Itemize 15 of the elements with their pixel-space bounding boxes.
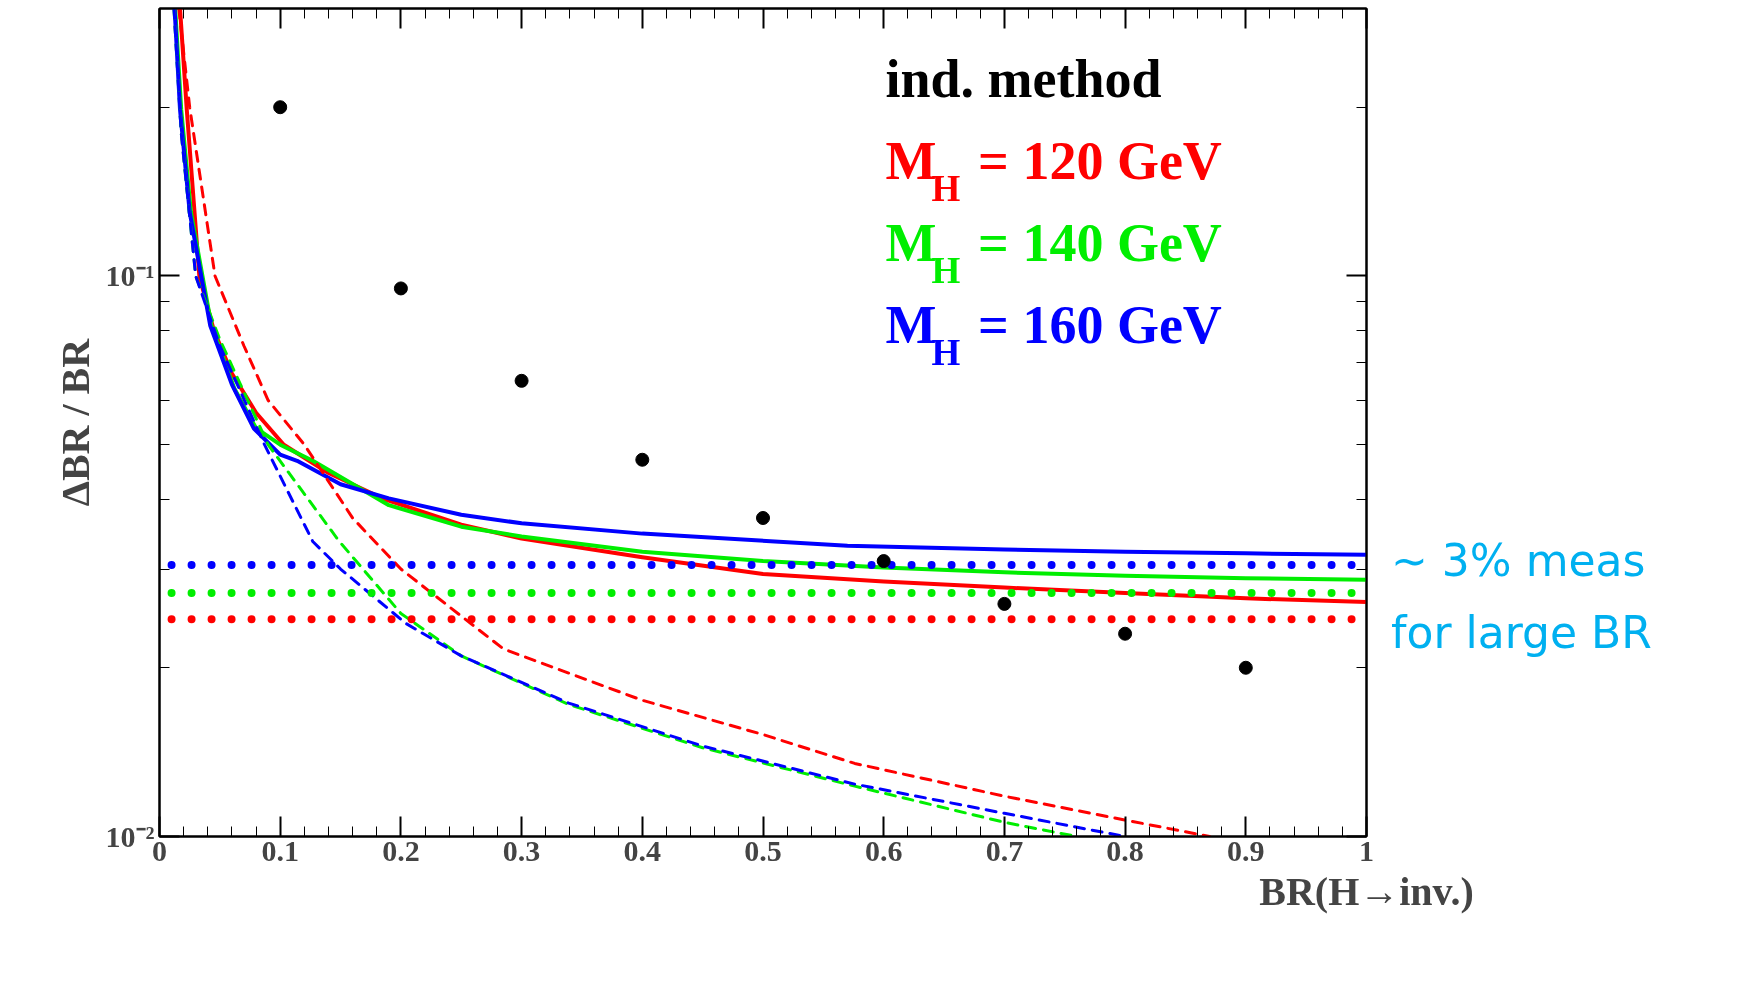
x-tick-label: 0.3 bbox=[502, 833, 541, 867]
text: ∼ 3% meas for large BR bbox=[1391, 534, 1652, 660]
legend-title: ind. method bbox=[885, 48, 1162, 109]
x-tick-label: 0.2 bbox=[382, 833, 420, 867]
x-tick-label: 0.4 bbox=[623, 833, 662, 867]
x-tick-label: 0.5 bbox=[744, 833, 782, 867]
x-tick-label: 0.1 bbox=[261, 833, 299, 867]
y-axis-title: ΔBR / BR bbox=[52, 337, 98, 507]
y-tick-label: 10⁻¹ bbox=[105, 259, 155, 293]
x-axis-title: BR(H→inv.) bbox=[1259, 868, 1474, 914]
x-tick-label: 0.6 bbox=[864, 833, 903, 867]
x-tick-label: 0.9 bbox=[1227, 833, 1265, 867]
x-tick-label: 0.8 bbox=[1106, 833, 1144, 867]
x-tick-label: 0.7 bbox=[985, 833, 1024, 867]
x-tick-label: 1 bbox=[1359, 833, 1374, 867]
